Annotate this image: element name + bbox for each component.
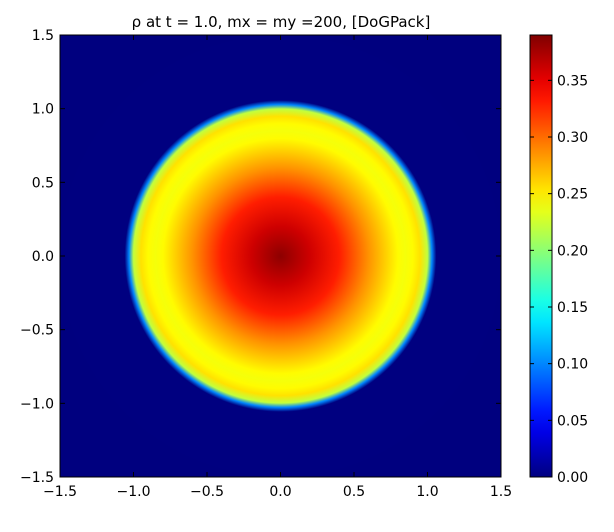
colorbar: 0.00 0.05 0.10 0.15 0.20 0.25 0.30 0.35 [529, 34, 588, 486]
y-tick-label: 1.5 [32, 28, 54, 44]
y-tick-label: −0.5 [20, 323, 54, 339]
x-tick-label: −1.5 [43, 484, 77, 500]
x-axis: −1.5 −1.0 −0.5 0.0 0.5 1.0 1.5 [43, 35, 512, 500]
colorbar-tick-label: 0.20 [557, 243, 588, 259]
y-tick-label: 0.5 [32, 175, 54, 191]
plot-area [59, 34, 502, 478]
colorbar-frame [529, 34, 553, 478]
x-tick-label: −0.5 [190, 484, 224, 500]
x-tick-label: 0.5 [343, 484, 365, 500]
colorbar-tick-label: 0.05 [557, 413, 588, 429]
y-tick-label: −1.5 [20, 470, 54, 486]
colorbar-tick-label: 0.30 [557, 130, 588, 146]
x-tick-label: 0.0 [269, 484, 291, 500]
colorbar-tick-label: 0.10 [557, 357, 588, 373]
y-tick-label: 1.0 [32, 102, 54, 118]
colorbar-fill [530, 35, 552, 477]
x-tick-label: −1.0 [117, 484, 151, 500]
x-tick-label: 1.0 [416, 484, 438, 500]
chart-title: ρ at t = 1.0, mx = my =200, [DoGPack] [132, 13, 431, 31]
density-field [60, 35, 501, 477]
y-tick-label: −1.0 [20, 396, 54, 412]
y-axis: 1.5 1.0 0.5 0.0 −0.5 −1.0 −1.5 [20, 28, 501, 486]
y-tick-label: 0.0 [32, 249, 54, 265]
colorbar-tick-label: 0.25 [557, 187, 588, 203]
colorbar-tick-label: 0.35 [557, 73, 588, 89]
colorbar-tick-label: 0.15 [557, 300, 588, 316]
x-tick-label: 1.5 [490, 484, 512, 500]
colorbar-tick-label: 0.00 [557, 470, 588, 486]
colorbar-ticks: 0.00 0.05 0.10 0.15 0.20 0.25 0.30 0.35 [530, 73, 588, 486]
